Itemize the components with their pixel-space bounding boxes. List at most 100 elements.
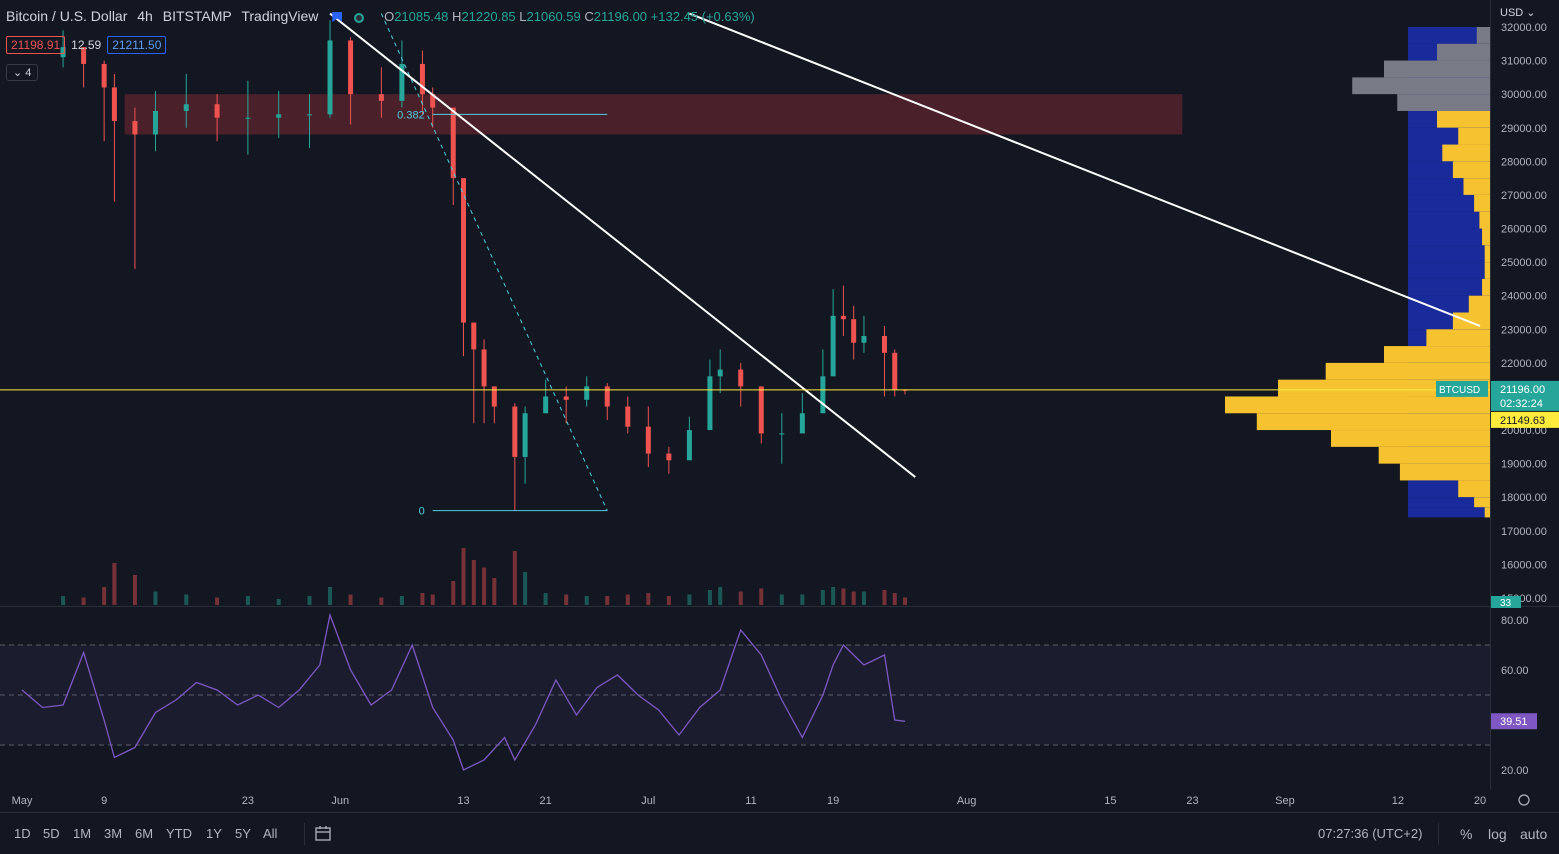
ask-price[interactable]: 21211.50 xyxy=(107,36,167,54)
percent-toggle[interactable]: % xyxy=(1460,826,1473,842)
indicator-toggle[interactable]: ⌄ 4 xyxy=(6,64,39,81)
close-label: C xyxy=(584,9,594,24)
volume-profile-bar xyxy=(1352,77,1490,95)
price-tick-label: 18000.00 xyxy=(1501,492,1547,504)
volume-bar xyxy=(605,596,610,605)
candle-body xyxy=(543,396,549,414)
marker-tag-value: 21149.63 xyxy=(1500,415,1545,427)
volume-profile-bar xyxy=(1479,211,1490,229)
candle-body xyxy=(881,336,887,353)
volume-bar xyxy=(153,591,158,605)
auto-toggle[interactable]: auto xyxy=(1520,826,1548,842)
volume-bar xyxy=(892,593,897,605)
low-value: 21060.59 xyxy=(526,9,581,24)
volume-bar xyxy=(215,597,220,605)
time-tick-label: 9 xyxy=(101,795,107,807)
time-axis: May 9 23 Jun 13 21 Jul 11 19 Aug 15 23 Sep 12 20 xyxy=(12,794,1530,807)
range-5y-button[interactable]: 5Y xyxy=(235,826,251,841)
settings-gear-icon xyxy=(1518,794,1530,806)
fib-level-label: 0.382 xyxy=(397,109,425,121)
candle-body xyxy=(245,117,251,119)
marker-tag-bg xyxy=(1491,411,1559,428)
log-toggle[interactable]: log xyxy=(1488,826,1507,842)
clock-display[interactable]: 07:27:36 (UTC+2) xyxy=(1318,826,1423,841)
candle-body xyxy=(132,121,138,135)
candle-body xyxy=(183,104,189,111)
range-1m-button[interactable]: 1M xyxy=(73,826,92,841)
currency-button[interactable]: USD ⌄ xyxy=(1500,7,1536,19)
candle-body xyxy=(779,433,785,435)
volume-profile-bar xyxy=(1468,295,1490,313)
volume-bar xyxy=(625,594,630,605)
volume-profile-bar xyxy=(1426,329,1490,347)
candle-body xyxy=(60,47,66,58)
volume-profile-bar xyxy=(1484,507,1490,518)
volume-profile-bg-row xyxy=(1408,211,1490,229)
volume-bar xyxy=(430,594,435,605)
volume-bar xyxy=(328,587,333,605)
volume-bar xyxy=(512,551,517,605)
fib-trend-line xyxy=(380,13,608,511)
change-value: +132.45 (+0.63%) xyxy=(650,9,755,24)
candle-body xyxy=(491,386,497,407)
range-ytd-button[interactable]: YTD xyxy=(166,826,192,841)
symbol-title[interactable]: Bitcoin / U.S. Dollar xyxy=(6,8,128,24)
range-6m-button[interactable]: 6M xyxy=(135,826,154,841)
flag-icon[interactable] xyxy=(332,12,343,22)
rsi-value-tag: 39.51 xyxy=(1500,716,1528,728)
volume-profile-bg-row xyxy=(1408,497,1490,508)
volume-bar xyxy=(738,591,743,605)
price-tick-label: 28000.00 xyxy=(1501,156,1547,168)
volume-profile-bg-row xyxy=(1408,27,1490,44)
candle-body xyxy=(461,178,467,323)
candle-body xyxy=(820,376,826,414)
range-all-button[interactable]: All xyxy=(263,826,278,841)
candle-body xyxy=(101,63,107,88)
chevron-down-icon: ⌄ xyxy=(13,67,26,79)
volume-bar xyxy=(61,596,66,605)
volume-profile-bar xyxy=(1256,413,1490,431)
price-tick-label: 16000.00 xyxy=(1501,559,1547,571)
volume-bar xyxy=(112,563,117,605)
range-1d-button[interactable]: 1D xyxy=(14,826,31,841)
candle-body xyxy=(327,40,333,115)
volume-bar xyxy=(861,591,866,605)
price-tick-label: 22000.00 xyxy=(1501,358,1547,370)
candle-body xyxy=(625,406,631,427)
volume-bars xyxy=(61,548,908,605)
volume-bar xyxy=(132,575,137,605)
volume-bar xyxy=(245,596,250,605)
candlestick-series xyxy=(60,20,908,511)
time-tick-label: 21 xyxy=(540,795,552,807)
chart-canvas[interactable]: 15000.0016000.0017000.0018000.0019000.00… xyxy=(0,0,1559,812)
quote-row: 21198.91 12.59 21211.50 xyxy=(6,36,167,54)
candle-body xyxy=(430,94,436,108)
price-tick-label: 26000.00 xyxy=(1501,224,1547,236)
volume-bar xyxy=(718,587,723,605)
volume-bar xyxy=(523,572,528,605)
range-5d-button[interactable]: 5D xyxy=(43,826,60,841)
volume-bar xyxy=(420,593,425,605)
bid-price[interactable]: 21198.91 xyxy=(6,36,66,54)
interval-label[interactable]: 4h xyxy=(137,8,153,24)
volume-bar xyxy=(564,594,569,605)
range-3m-button[interactable]: 3M xyxy=(104,826,123,841)
rsi-tick-label: 60.00 xyxy=(1501,665,1529,677)
time-tick-label: Sep xyxy=(1275,795,1295,807)
volume-profile-bar xyxy=(1474,194,1490,212)
volume-profile-bg-row xyxy=(1408,278,1490,296)
range-1y-button[interactable]: 1Y xyxy=(206,826,222,841)
volume-bar xyxy=(461,548,466,605)
volume-bar xyxy=(759,588,764,605)
spread-value: 12.59 xyxy=(71,38,102,52)
volume-bar xyxy=(666,596,671,605)
volume-profile-bar xyxy=(1325,362,1490,380)
candle-body xyxy=(707,376,713,431)
volume-bar xyxy=(851,591,856,605)
candle-body xyxy=(276,114,282,118)
go-to-date-icon[interactable] xyxy=(314,825,332,843)
toolbar-divider xyxy=(304,823,305,845)
volume-profile-bar xyxy=(1442,144,1490,162)
